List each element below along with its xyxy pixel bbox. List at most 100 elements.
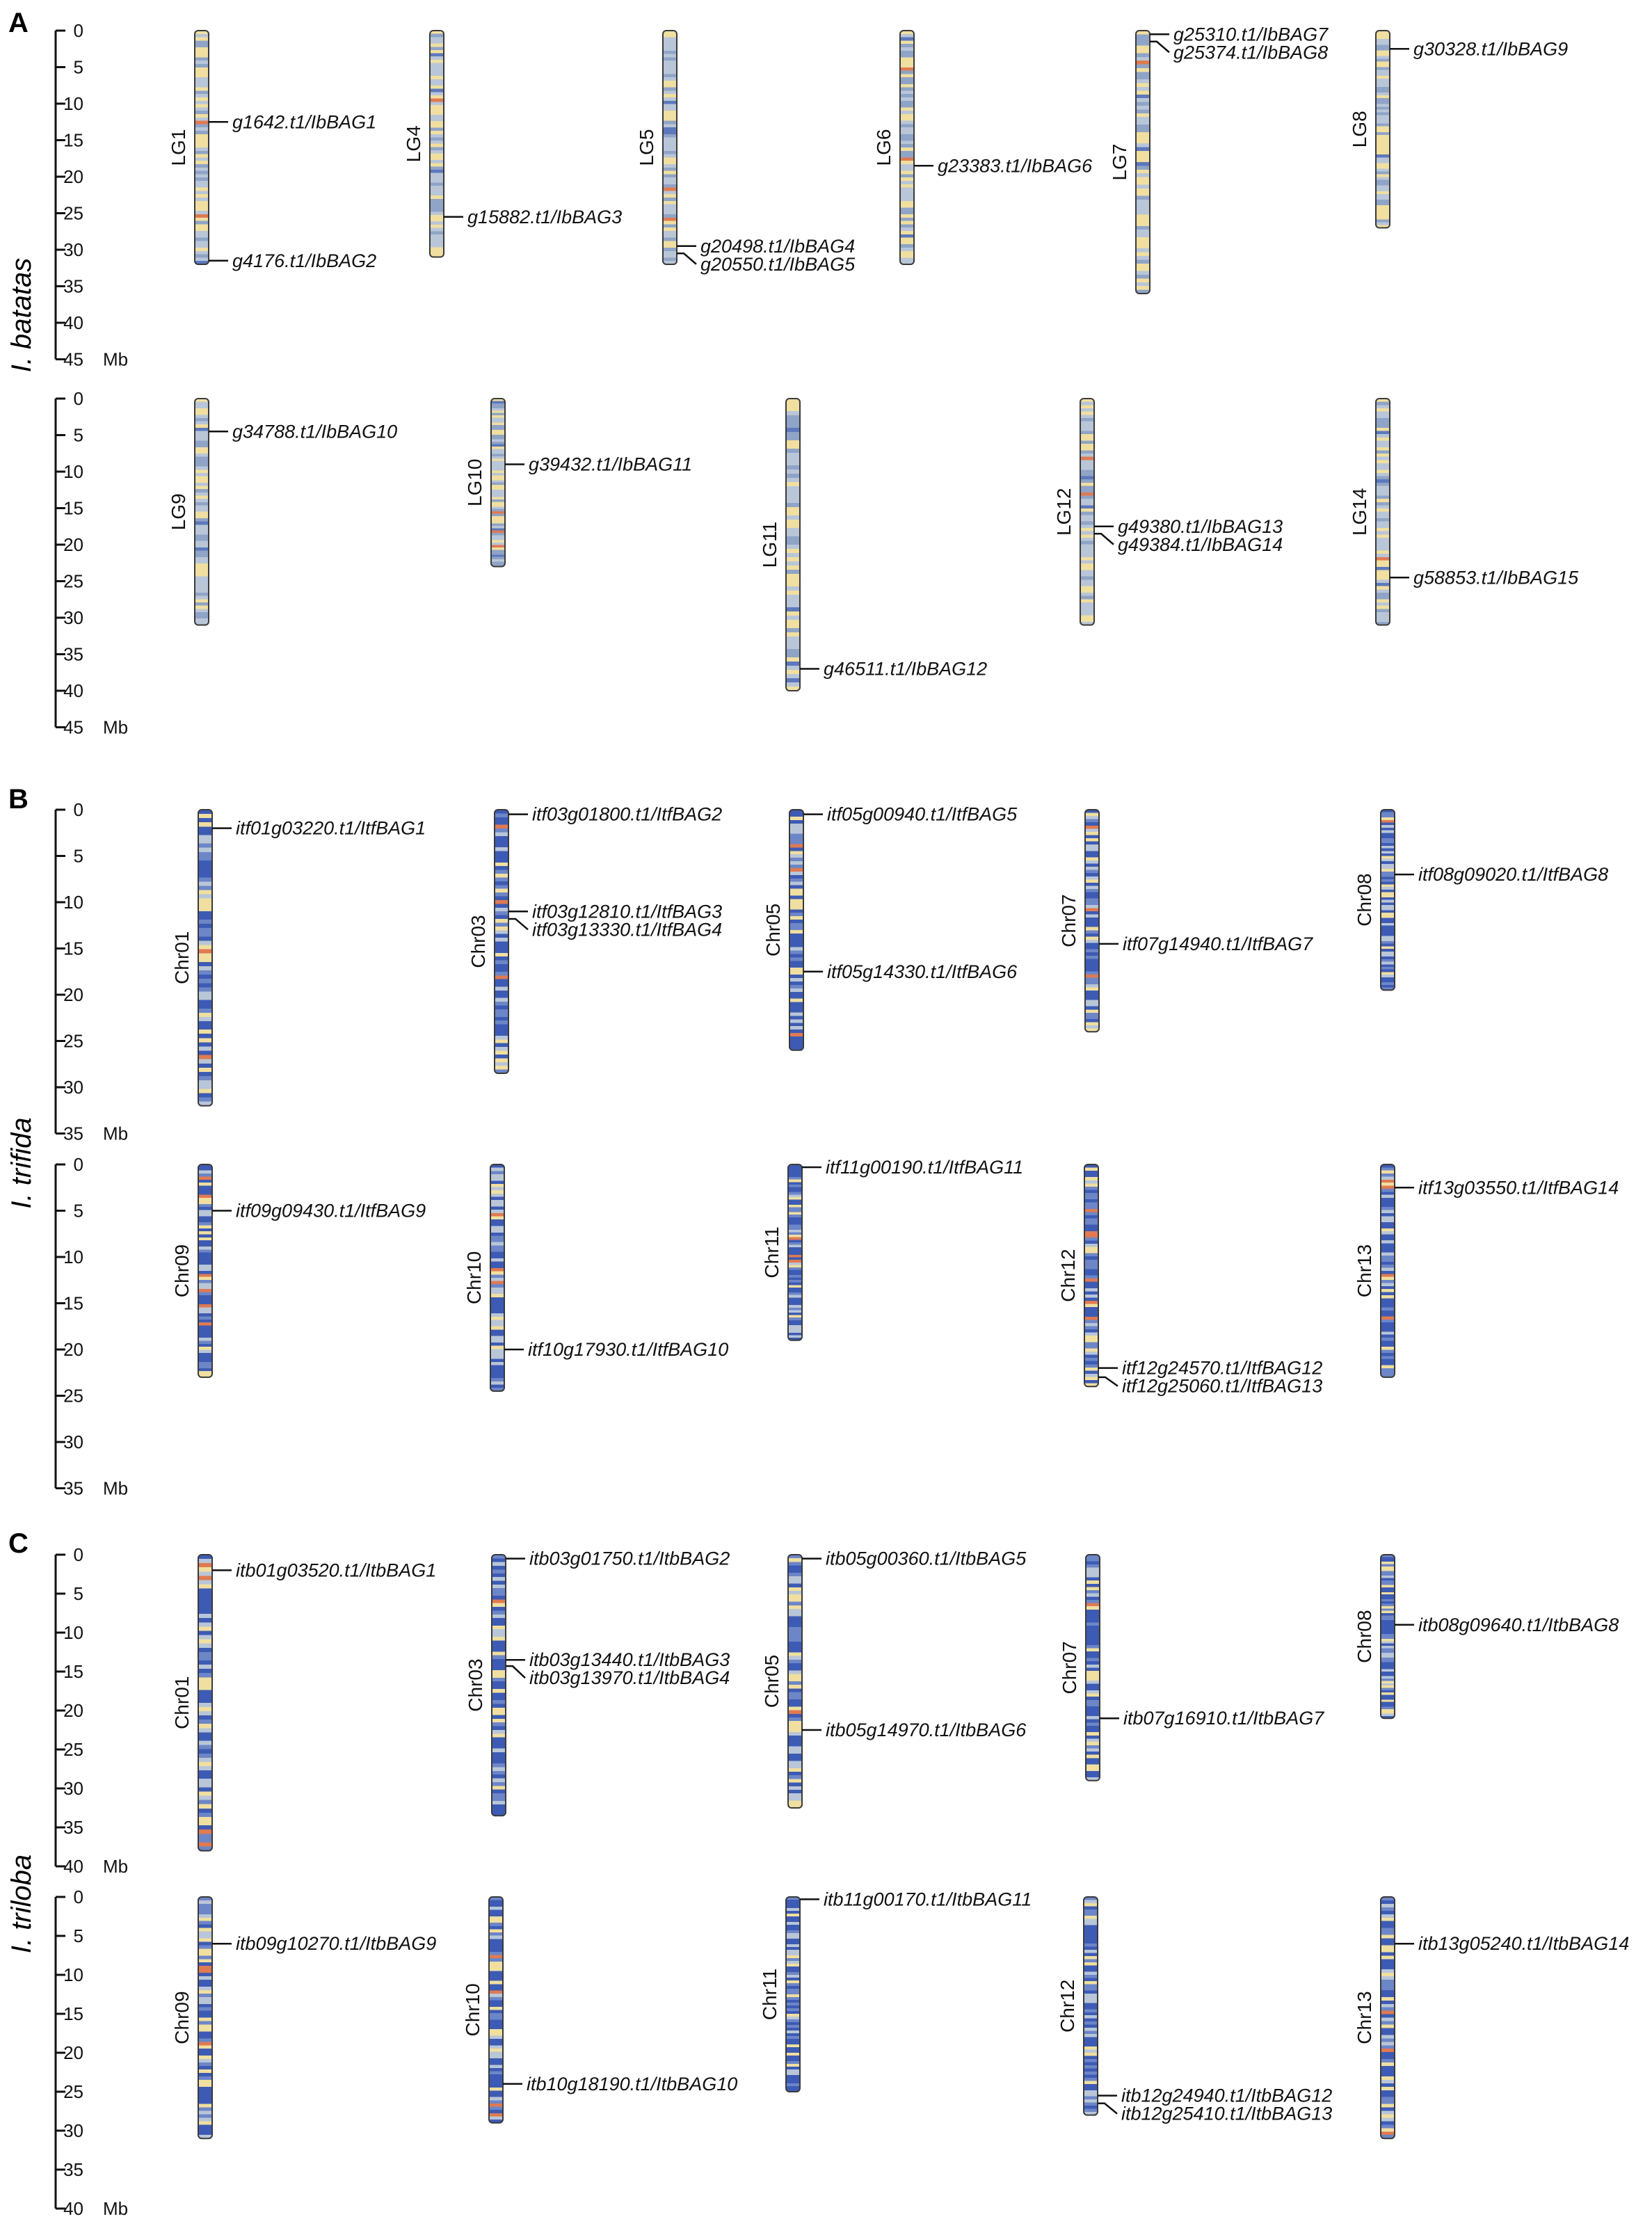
axis-tick-label: 10: [63, 1247, 83, 1267]
chromosome-bar: [1380, 1896, 1395, 2140]
axis-tick-label: 0: [74, 388, 83, 409]
chromosome-label: Chr11: [759, 1969, 780, 2020]
gene-marker: itf08g09020.t1/ItfBAG8: [1395, 864, 1608, 885]
gene-label: itb07g16910.t1/ItbBAG7: [1123, 1708, 1324, 1729]
chromosome-label: Chr05: [761, 1655, 783, 1708]
axis-tick-label: 20: [63, 2042, 83, 2063]
gene-marker: itb05g14970.t1/ItbBAG6: [802, 1720, 1027, 1740]
gene-label: itf05g00940.t1/ItfBAG5: [827, 804, 1018, 825]
axis-tick-label: 0: [74, 1154, 83, 1175]
gene-label: itf01g03220.t1/ItfBAG1: [236, 818, 426, 839]
chromosome-label: Chr05: [762, 904, 784, 956]
chromosome-label: Chr10: [463, 1251, 485, 1304]
gene-label: itb03g13440.t1/ItbBAG3: [529, 1649, 730, 1670]
gene-label: itb03g01750.t1/ItbBAG2: [529, 1548, 730, 1569]
axis-tick-label: 15: [63, 2003, 83, 2024]
gene-label: itb13g05240.t1/ItbBAG14: [1418, 1933, 1629, 1954]
panel-c: C I. triloba 0 5 10 15 20 25 30 35 40 Mb Chr01 itb01g…: [6, 1528, 1629, 2219]
axis-tick-label: 15: [63, 1661, 83, 1682]
gene-label: itf09g09430.t1/ItfBAG9: [236, 1201, 426, 1221]
chromosome-bar: [785, 1896, 801, 2092]
chromosome-label: Chr01: [171, 931, 193, 984]
chromosome-chr07: Chr07 itf07g14940.t1/ItfBAG7: [1058, 809, 1313, 1033]
gene-leader-line: [1150, 40, 1170, 54]
chromosome-label: LG14: [1349, 488, 1370, 536]
gene-marker: itb08g09640.t1/ItbBAG8: [1395, 1615, 1619, 1635]
gene-marker: itf01g03220.t1/ItfBAG1: [212, 818, 426, 839]
gene-label: g46511.t1/IbBAG12: [824, 659, 987, 680]
gene-label: itb01g03520.t1/ItbBAG1: [236, 1560, 436, 1580]
gene-marker: itf05g00940.t1/ItfBAG5: [803, 804, 1018, 825]
axis-tick-label: 10: [63, 461, 83, 482]
chromosome-chr12: Chr12 itb12g24940.t1/ItbBAG12itb12g25410.…: [1057, 1896, 1332, 2124]
chromosome-label: LG5: [636, 129, 657, 166]
chromosome-chr10: Chr10 itf10g17930.t1/ItfBAG10: [463, 1164, 728, 1392]
gene-marker: g15882.t1/IbBAG3: [444, 207, 622, 227]
gene-marker: itb03g13440.t1/ItbBAG3: [506, 1649, 730, 1670]
gene-marker: itb09g10270.t1/ItbBAG9: [212, 1933, 436, 1954]
axis-unit-label: Mb: [103, 1478, 128, 1499]
chromosome-label: LG6: [873, 129, 895, 166]
gene-marker: g25310.t1/IbBAG7: [1150, 24, 1329, 45]
chromosome-label: LG8: [1349, 111, 1370, 147]
axis-tick-label: 5: [74, 57, 83, 78]
chromosome-chr13: Chr13 itf13g03550.t1/ItfBAG14: [1354, 1164, 1619, 1378]
chromosome-bar: [1084, 809, 1100, 1033]
chromosome-bar: [1085, 1554, 1100, 1781]
gene-marker: itf13g03550.t1/ItfBAG14: [1395, 1177, 1619, 1198]
axis-tick-label: 5: [74, 425, 83, 446]
gene-label: itf10g17930.t1/ItfBAG10: [528, 1339, 728, 1360]
chromosome-bar: [490, 398, 506, 568]
axis-unit-label: Mb: [103, 717, 128, 738]
axis-tick-label: 20: [63, 1339, 83, 1360]
gene-label: itf12g25060.t1/ItfBAG13: [1122, 1376, 1322, 1397]
chromosome-bar: [198, 1896, 213, 2140]
chromosome-chr01: Chr01 itb01g03520.t1/ItbBAG1: [171, 1554, 436, 1852]
axis-tick-label: 20: [63, 534, 83, 555]
gene-marker: itb03g01750.t1/ItbBAG2: [506, 1548, 730, 1569]
axis-tick-label: 40: [63, 312, 83, 333]
chromosome-chr08: Chr08 itf08g09020.t1/ItfBAG8: [1354, 809, 1608, 991]
chromosome-row: 0 5 10 15 20 25 30 35 40 Mb Chr01 itb01g03520.t1/It…: [54, 1544, 1619, 1877]
chromosome-bar: [789, 809, 804, 1051]
axis-tick-label: 35: [63, 644, 83, 665]
chromosome-bar: [787, 1164, 803, 1341]
chromosome-bar: [494, 809, 509, 1075]
gene-marker: g4176.t1/IbBAG2: [209, 250, 376, 271]
chromosome-label: Chr08: [1354, 1610, 1375, 1663]
chromosome-label: Chr07: [1058, 894, 1080, 947]
gene-label: itf05g14330.t1/ItfBAG6: [827, 961, 1018, 982]
gene-marker: g49384.t1/IbBAG14: [1094, 533, 1283, 555]
axis-tick-label: 30: [63, 239, 83, 260]
gene-leader-line: [1094, 533, 1114, 545]
chromosome-row: 0 5 10 15 20 25 30 35 40 45 Mb LG9 g34788.t1/IbBAG10…: [54, 388, 1579, 738]
gene-label: itf03g12810.t1/ItfBAG3: [532, 901, 722, 922]
chromosome-row: 0 5 10 15 20 25 30 35 40 Mb Chr09 itb09g10270.t1/It…: [54, 1886, 1629, 2219]
gene-label: g20550.t1/IbBAG5: [700, 254, 856, 275]
axis-tick-label: 10: [63, 1964, 83, 1985]
chromosome-lg8: LG8 g30328.t1/IbBAG9: [1349, 30, 1568, 229]
gene-leader-line: [1098, 2102, 1118, 2115]
chromosome-chr03: Chr03 itb03g01750.t1/ItbBAG2 itb03g13440.t…: [465, 1548, 730, 1817]
chromosome-lg6: LG6 g23383.t1/IbBAG6: [873, 30, 1093, 265]
gene-marker: itb10g18190.t1/ItbBAG10: [503, 2074, 737, 2094]
chromosome-label: Chr09: [171, 1244, 193, 1297]
gene-label: g25374.t1/IbBAG8: [1173, 42, 1328, 63]
chromosome-bar: [488, 1896, 504, 2124]
gene-label: g49380.t1/IbBAG13: [1118, 516, 1283, 537]
chromosome-chr07: Chr07 itb07g16910.t1/ItbBAG7: [1059, 1554, 1324, 1781]
axis-tick-label: 40: [63, 2198, 83, 2219]
gene-label: itf11g00190.t1/ItfBAG11: [826, 1157, 1023, 1178]
chromosome-chr03: Chr03 itf03g01800.t1/ItfBAG2 itf03g12810.t…: [467, 804, 722, 1075]
axis-unit-label: Mb: [103, 349, 128, 370]
chromosome-label: Chr03: [465, 1658, 486, 1711]
axis-tick-label: 0: [74, 1886, 83, 1907]
gene-marker: g39432.t1/IbBAG11: [505, 454, 692, 475]
axis-tick-label: 30: [63, 2120, 83, 2141]
species-label: I. triloba: [6, 1855, 37, 1953]
gene-label: g4176.t1/IbBAG2: [232, 250, 376, 271]
gene-marker: g20550.t1/IbBAG5: [677, 253, 856, 275]
chromosome-label: LG9: [168, 493, 189, 530]
